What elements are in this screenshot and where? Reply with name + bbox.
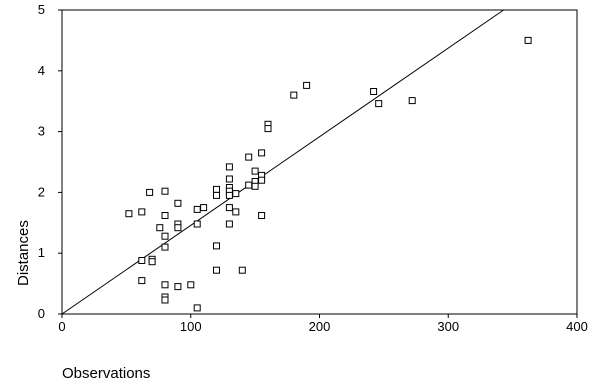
data-point <box>193 205 201 213</box>
x-tick-label: 0 <box>58 319 65 334</box>
data-point <box>156 224 164 232</box>
data-point <box>213 185 220 193</box>
data-point <box>232 190 240 198</box>
data-point <box>251 182 259 190</box>
data-point <box>251 167 259 175</box>
data-point <box>225 175 233 183</box>
data-point <box>125 210 133 218</box>
data-point <box>264 125 272 133</box>
data-point <box>174 224 182 232</box>
reference-line-group <box>61 9 504 315</box>
data-point <box>258 212 266 219</box>
data-point <box>193 304 201 312</box>
data-point <box>146 188 154 196</box>
x-axis-label: Observations <box>62 365 150 382</box>
data-point <box>193 220 201 228</box>
data-point <box>238 266 246 274</box>
y-tick-label: 0 <box>38 306 45 321</box>
plot-frame <box>61 9 578 315</box>
data-point <box>148 258 156 266</box>
reference-line <box>61 9 504 315</box>
data-point <box>187 281 195 289</box>
data-point <box>213 242 220 250</box>
x-tick-label: 100 <box>180 319 202 334</box>
data-point <box>303 81 311 89</box>
y-tick-label: 4 <box>38 63 45 78</box>
data-point <box>258 176 266 184</box>
data-point <box>258 149 266 157</box>
data-point <box>225 204 233 212</box>
data-point <box>161 281 169 289</box>
data-point <box>161 243 169 251</box>
x-tick-label: 300 <box>437 319 459 334</box>
data-point <box>161 212 169 219</box>
data-point <box>213 266 220 274</box>
y-tick-label: 2 <box>38 184 45 199</box>
data-point <box>408 97 416 105</box>
data-point <box>245 153 253 161</box>
x-tick-label: 400 <box>566 319 588 334</box>
data-point <box>245 181 253 189</box>
data-point <box>290 91 298 99</box>
data-point <box>213 191 220 199</box>
data-point <box>161 232 169 240</box>
y-axis-label: Distances <box>15 220 32 286</box>
data-point <box>375 100 383 108</box>
x-tick-label: 200 <box>309 319 331 334</box>
data-point <box>174 283 182 291</box>
data-point <box>138 257 146 264</box>
data-point <box>232 208 240 216</box>
data-point <box>174 199 182 207</box>
data-points <box>125 36 532 312</box>
data-point <box>161 187 169 195</box>
data-point <box>225 220 233 228</box>
y-tick-label: 1 <box>38 245 45 260</box>
data-point <box>524 36 532 44</box>
data-point <box>225 163 233 171</box>
data-point <box>161 296 169 304</box>
data-point <box>225 191 233 199</box>
data-point <box>370 88 378 95</box>
y-tick-label: 3 <box>38 124 45 139</box>
data-point <box>138 208 146 216</box>
axis-ticks: 0 100 200 300 400 0 1 2 3 4 5 <box>38 2 588 334</box>
y-tick-label: 5 <box>38 2 45 17</box>
data-point <box>200 204 208 212</box>
data-point <box>138 277 146 285</box>
